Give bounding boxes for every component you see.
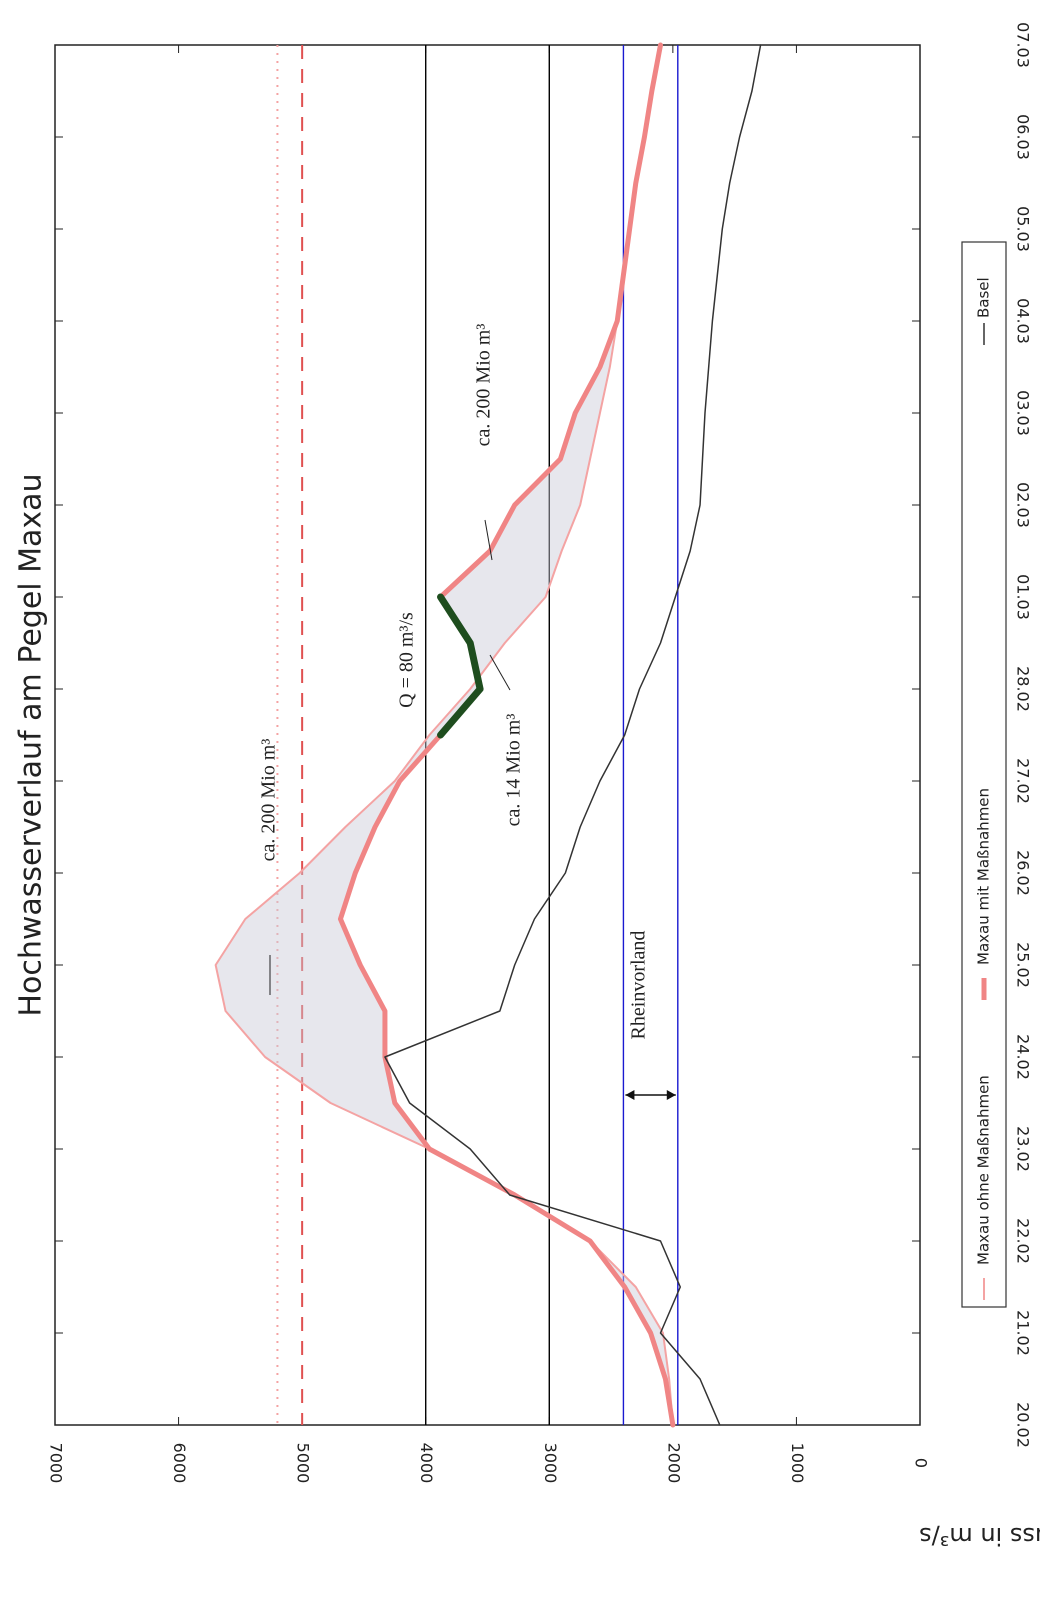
leader: [484, 519, 493, 561]
x-tick-label: 06.03: [1014, 114, 1033, 160]
annotation: Q = 80 m³/s: [396, 612, 418, 708]
x-tick-label: 20.02: [1014, 1402, 1033, 1448]
highlight-line: [437, 593, 484, 739]
x-tick-label: 03.03: [1014, 390, 1033, 436]
annotation: ca. 200 Mio m³: [473, 324, 495, 447]
x-tick-label: 23.02: [1014, 1126, 1033, 1172]
x-tick-label: 02.03: [1014, 482, 1033, 528]
y-tick-label: 5000: [294, 1443, 313, 1484]
legend-box: [961, 241, 1007, 1308]
x-tick-label: 21.02: [1014, 1310, 1033, 1356]
plot-frame: [54, 44, 921, 1426]
legend-label: Maxau ohne Maßnahmen: [975, 1075, 993, 1265]
leader: [489, 654, 511, 691]
legend-label: Maxau mit Maßnahmen: [975, 788, 993, 965]
x-tick-label: 28.02: [1014, 666, 1033, 712]
y-axis-label: Abfluss in m³/s: [919, 1522, 1040, 1550]
y-tick-label: 6000: [170, 1443, 189, 1484]
x-tick-label: 01.03: [1014, 574, 1033, 620]
y-tick-label: 4000: [417, 1443, 436, 1484]
x-tick-label: 05.03: [1014, 206, 1033, 252]
x-tick-label: 07.03: [1014, 22, 1033, 68]
y-tick-label: 7000: [47, 1443, 66, 1484]
annotation: Rheinvorland: [628, 931, 650, 1040]
legend-label: Basel: [975, 277, 993, 318]
annotation: ca. 200 Mio m³: [258, 739, 280, 862]
series-line: [384, 44, 762, 1426]
x-tick-label: 22.02: [1014, 1218, 1033, 1264]
chart-title: Hochwasserverlauf am Pegel Maxau: [14, 473, 49, 1016]
y-tick-label: 1000: [788, 1443, 807, 1484]
x-tick-label: 27.02: [1014, 758, 1033, 804]
annotation: ca. 14 Mio m³: [503, 714, 525, 827]
y-tick-label: 3000: [541, 1443, 560, 1484]
x-tick-label: 25.02: [1014, 942, 1033, 988]
y-tick-label: 0: [912, 1458, 931, 1468]
x-tick-label: 24.02: [1014, 1034, 1033, 1080]
x-tick-label: 04.03: [1014, 298, 1033, 344]
y-tick-label: 2000: [664, 1443, 683, 1484]
difference-area: [215, 45, 673, 1425]
x-tick-label: 26.02: [1014, 850, 1033, 896]
